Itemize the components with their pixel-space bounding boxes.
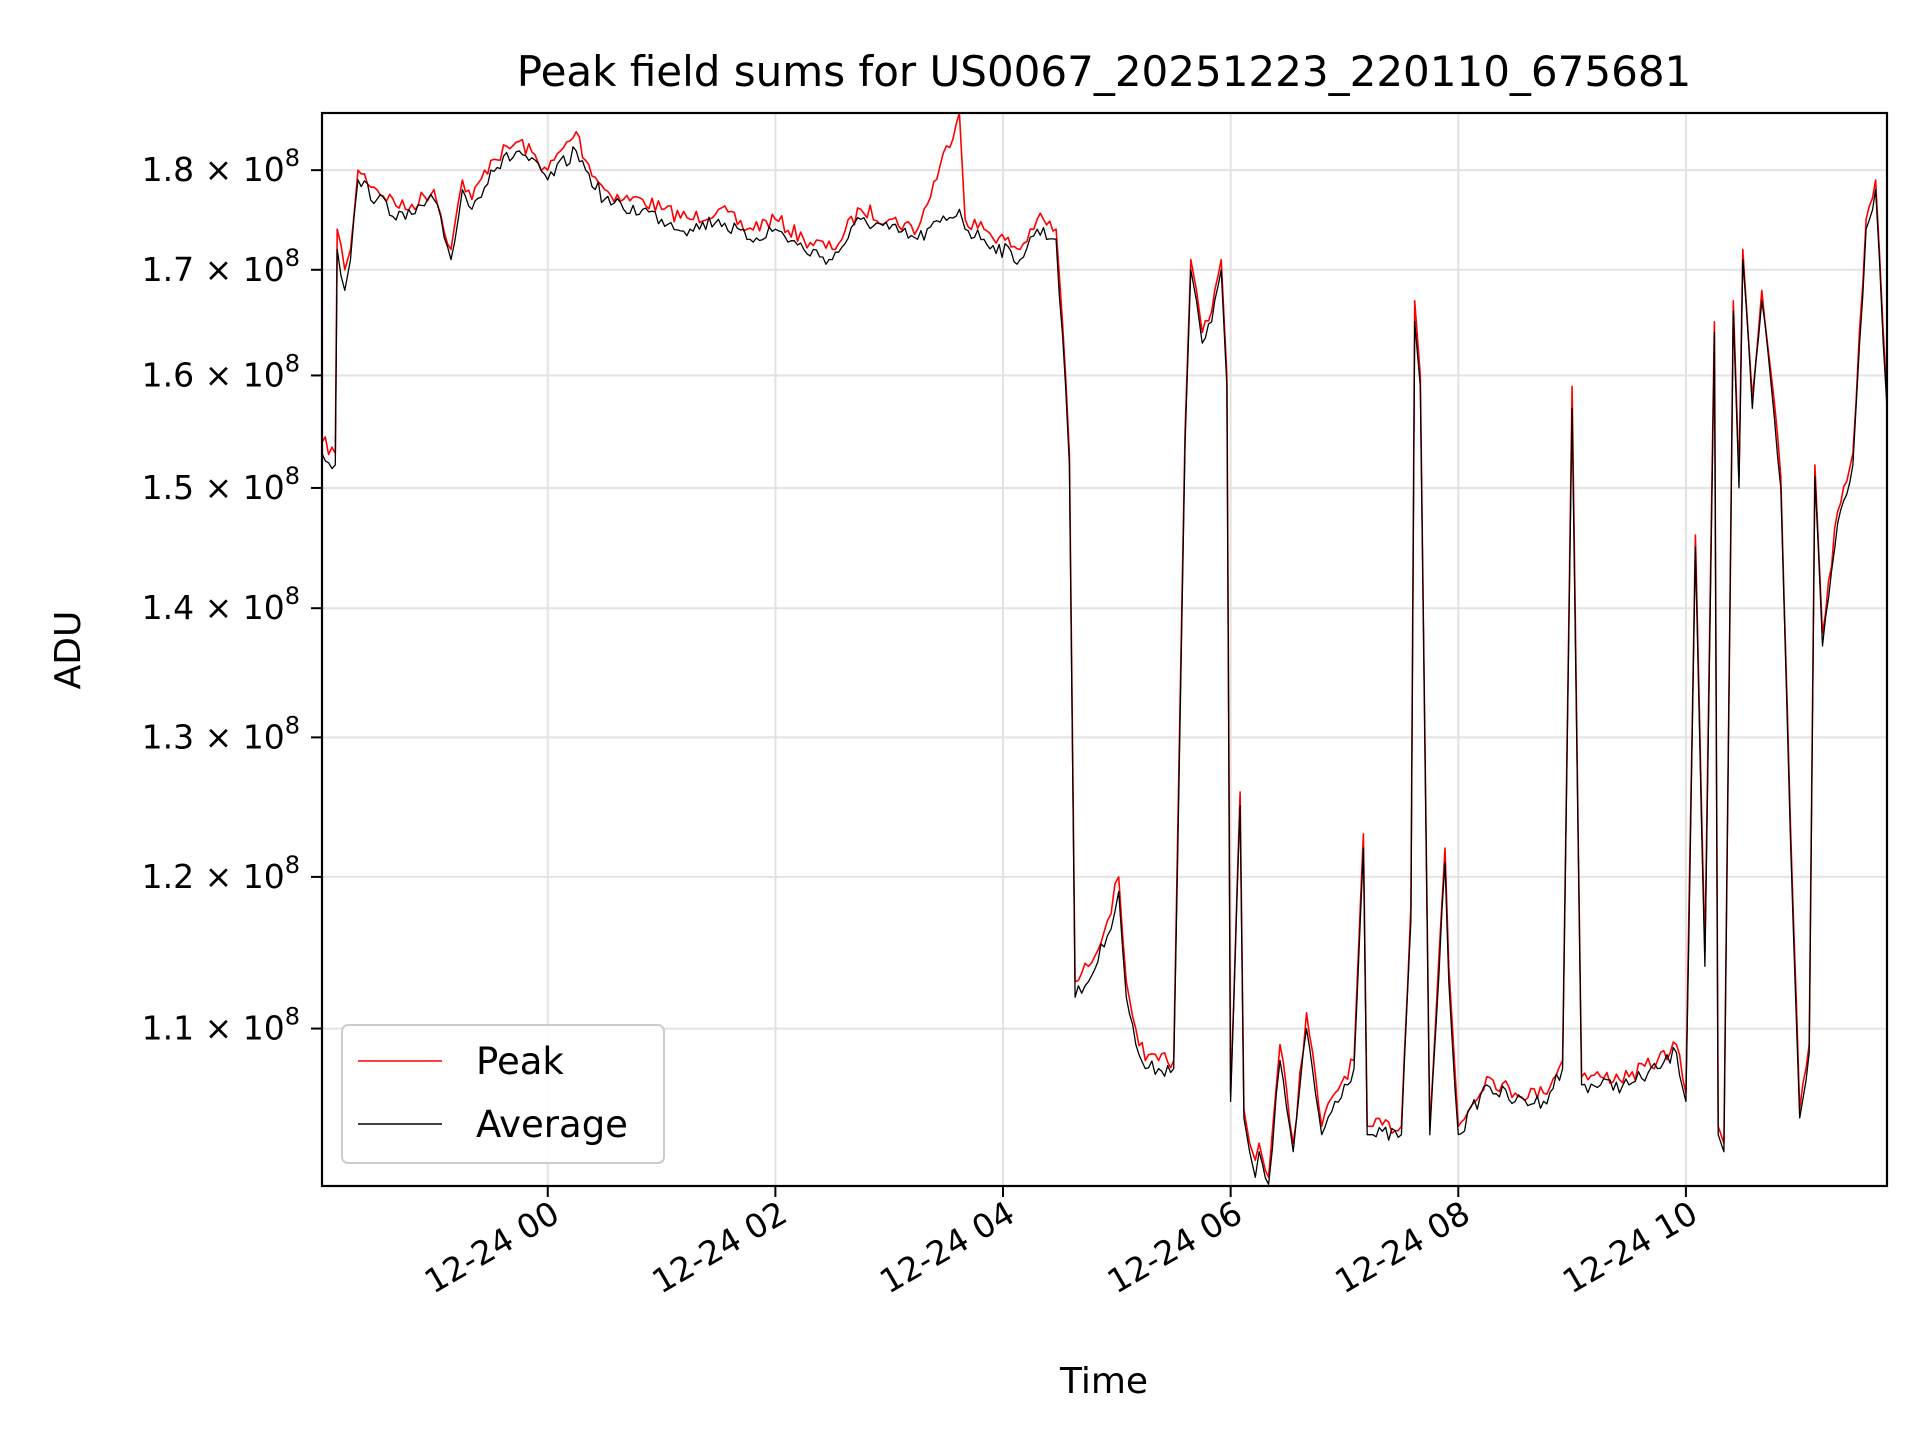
plot-frame: [320, 111, 1889, 1188]
chart-title: Peak field sums for US0067_20251223_2201…: [517, 47, 1692, 96]
y-tick-exponent: 8: [285, 144, 300, 172]
y-tick-label: 1.8 × 108: [142, 144, 300, 189]
y-tick-base: × 10: [194, 857, 285, 896]
y-tick-base: × 10: [194, 1009, 285, 1048]
y-tick-base: × 10: [194, 150, 285, 189]
y-tick-label: 1.5 × 108: [142, 462, 300, 507]
series-line-average: [321, 146, 1888, 1185]
y-axis-label: ADU: [48, 611, 89, 690]
x-axis-label: Time: [1059, 1361, 1148, 1402]
y-tick-mantissa: 1.1: [142, 1009, 194, 1048]
y-tick-mantissa: 1.2: [142, 857, 194, 896]
legend: Peak Average: [341, 1024, 665, 1164]
series-line-peak: [321, 112, 1888, 1179]
y-tick-exponent: 8: [285, 851, 300, 879]
y-tick-label: 1.6 × 108: [142, 349, 300, 394]
legend-box: [341, 1024, 665, 1164]
y-tick-label: 1.7 × 108: [142, 244, 300, 289]
y-tick-base: × 10: [194, 250, 285, 289]
y-tick-exponent: 8: [285, 462, 300, 490]
y-tick-exponent: 8: [285, 349, 300, 377]
y-tick-mantissa: 1.7: [142, 250, 194, 289]
y-tick-exponent: 8: [285, 711, 300, 739]
y-tick-mantissa: 1.5: [142, 468, 194, 507]
y-tick-exponent: 8: [285, 1003, 300, 1031]
y-tick-mantissa: 1.3: [142, 717, 194, 756]
y-tick-mantissa: 1.6: [142, 355, 194, 394]
y-tick-base: × 10: [194, 355, 285, 394]
y-tick-label: 1.1 × 108: [142, 1003, 300, 1048]
y-tick-label: 1.2 × 108: [142, 851, 300, 896]
legend-label-peak: Peak: [476, 1040, 564, 1083]
y-tick-base: × 10: [194, 588, 285, 627]
grid-lines: [322, 113, 1887, 1186]
y-tick-label: 1.3 × 108: [142, 711, 300, 756]
y-tick-exponent: 8: [285, 244, 300, 272]
y-tick-base: × 10: [194, 717, 285, 756]
y-tick-label: 1.4 × 108: [142, 582, 300, 627]
y-tick-mantissa: 1.4: [142, 588, 194, 627]
series-layer: [321, 112, 1888, 1185]
y-tick-base: × 10: [194, 468, 285, 507]
y-tick-mantissa: 1.8: [142, 150, 194, 189]
y-tick-exponent: 8: [285, 582, 300, 610]
legend-label-average: Average: [476, 1103, 628, 1146]
